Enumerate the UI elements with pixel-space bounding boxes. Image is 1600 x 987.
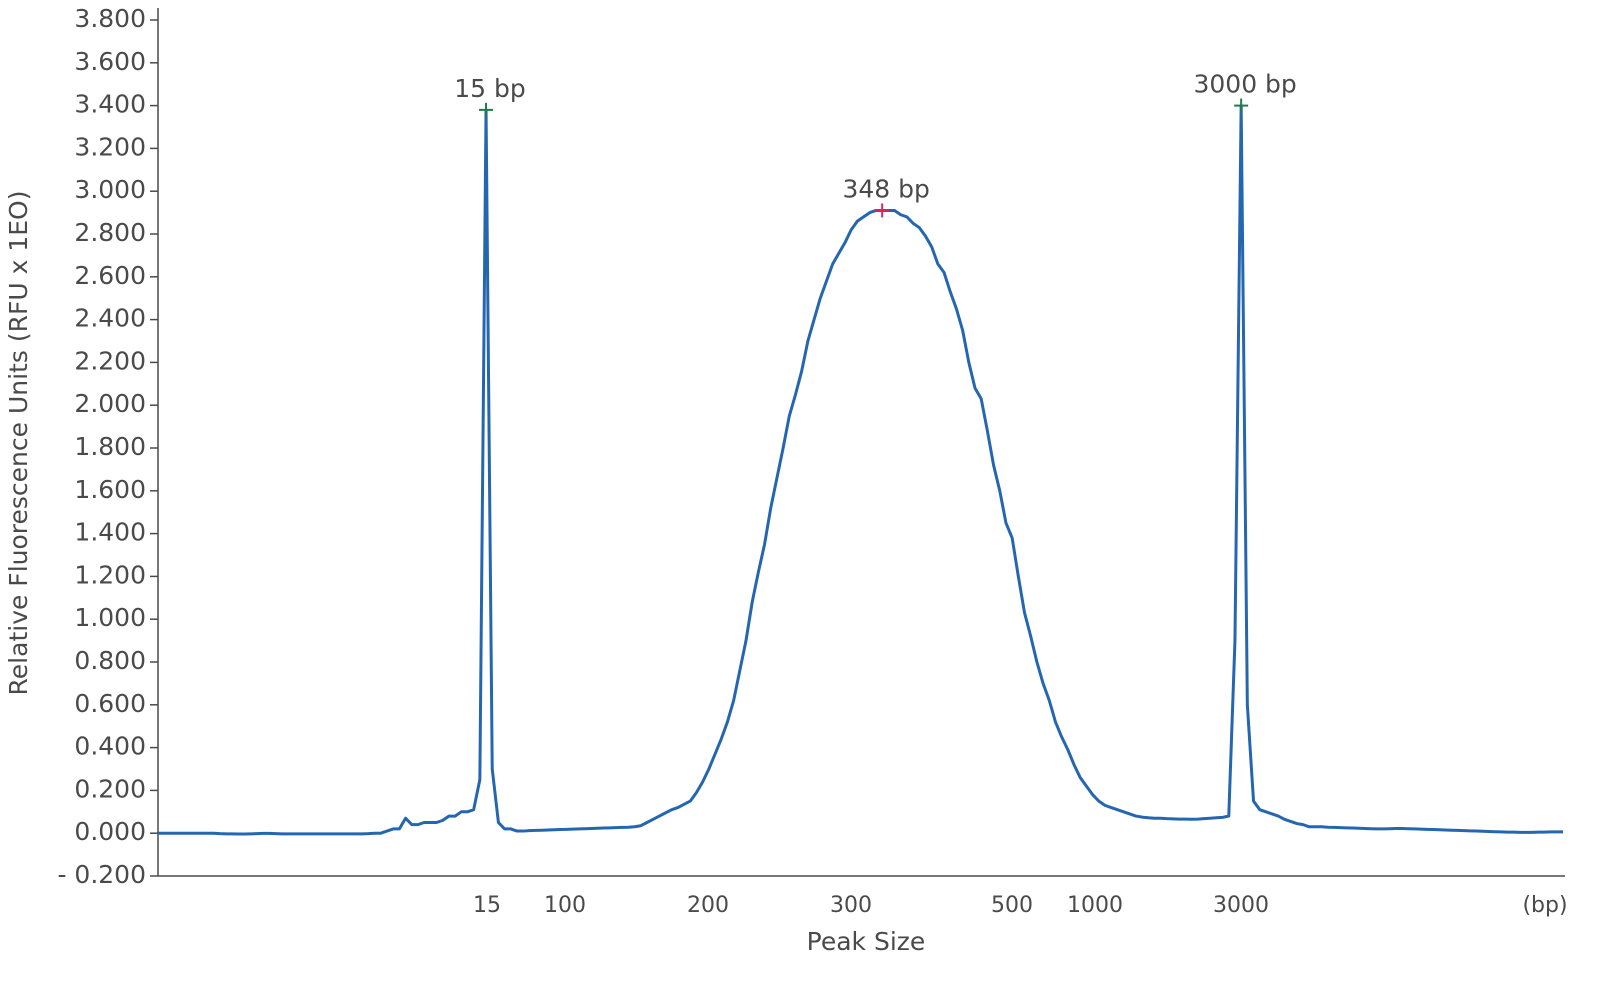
- y-tick-label: 2.000: [74, 389, 146, 418]
- x-tick-label: 100: [544, 893, 586, 918]
- y-tick-label: 0.800: [74, 646, 146, 675]
- y-tick-label: 1.200: [74, 560, 146, 589]
- y-tick-label: 2.200: [74, 346, 146, 375]
- y-tick-label: 0.000: [74, 817, 146, 846]
- peak-marker: [479, 102, 494, 117]
- x-axis-title: Peak Size: [807, 927, 926, 956]
- y-tick-label: 3.200: [74, 132, 146, 161]
- y-tick-label: 1.000: [74, 603, 146, 632]
- peak-label: 15 bp: [454, 74, 526, 103]
- y-tick-label: 2.600: [74, 261, 146, 290]
- y-tick-label: 1.600: [74, 475, 146, 504]
- y-tick-label: 3.000: [74, 175, 146, 204]
- y-tick-label: 1.400: [74, 518, 146, 547]
- y-tick-label: 1.800: [74, 432, 146, 461]
- y-axis-title: Relative Fluorescence Units (RFU x 1EO): [4, 191, 33, 696]
- x-unit-label: (bp): [1522, 893, 1567, 918]
- y-tick-label: 0.200: [74, 774, 146, 803]
- y-tick-label: 3.800: [74, 4, 146, 33]
- y-tick-label: 2.800: [74, 218, 146, 247]
- x-tick-label: 3000: [1213, 893, 1269, 918]
- peak-label: 3000 bp: [1193, 70, 1296, 99]
- x-tick-label: 200: [687, 893, 729, 918]
- trace: [158, 104, 1563, 836]
- y-tick-label: 3.600: [74, 47, 146, 76]
- peak-label: 348 bp: [842, 174, 929, 203]
- peak-marker: [1234, 98, 1249, 113]
- y-tick-label: 0.400: [74, 732, 146, 761]
- y-tick-label: 3.400: [74, 90, 146, 119]
- y-tick-label: 2.400: [74, 304, 146, 333]
- x-tick-label: 500: [991, 893, 1033, 918]
- y-tick-label: 0.600: [74, 689, 146, 718]
- x-tick-label: 15: [473, 893, 501, 918]
- y-tick-label: - 0.200: [57, 860, 146, 889]
- peak-marker: [875, 203, 890, 218]
- x-tick-label: 1000: [1067, 893, 1123, 918]
- x-tick-label: 300: [830, 893, 872, 918]
